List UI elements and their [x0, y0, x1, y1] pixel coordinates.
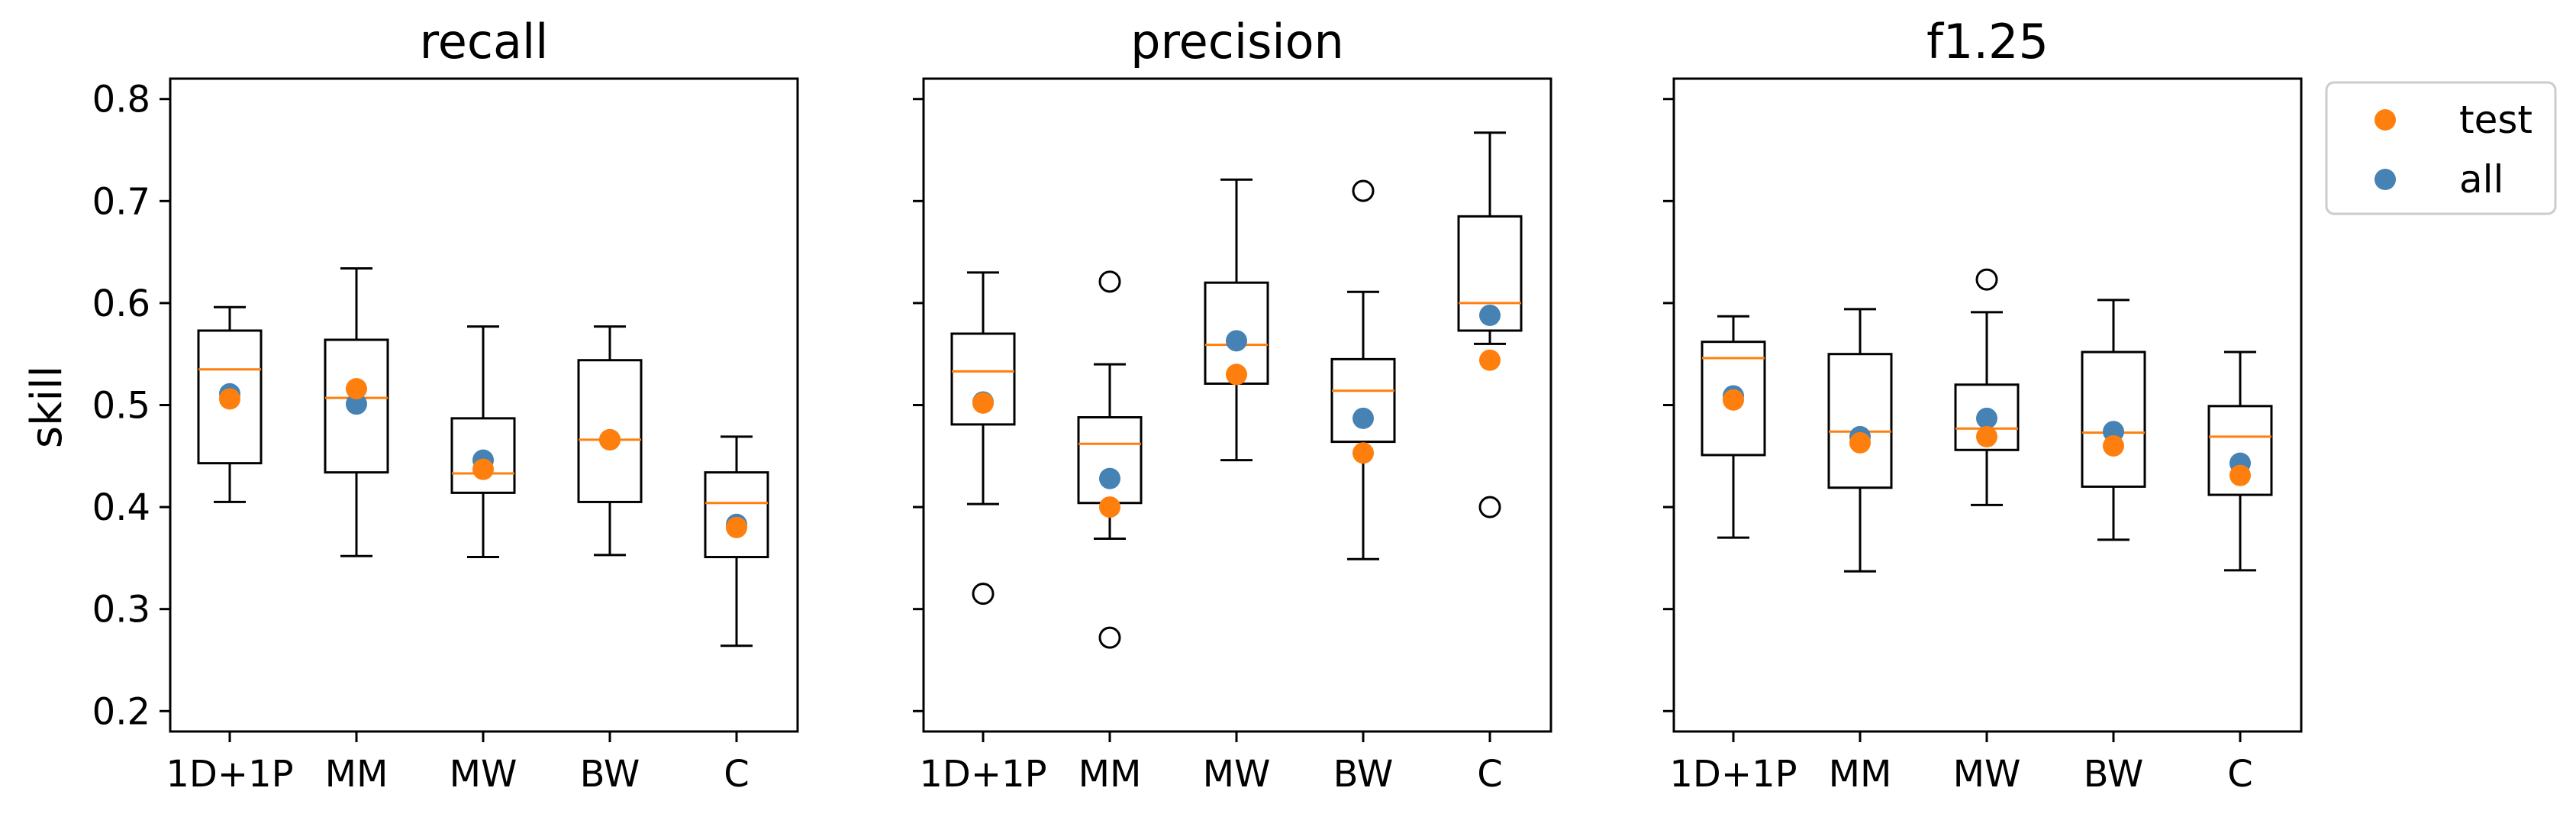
y-tick-label: 0.6 [92, 283, 150, 325]
box-BW [577, 325, 643, 557]
outlier-point [1098, 626, 1121, 649]
iqr-box [197, 329, 263, 465]
box-BW [1330, 179, 1396, 560]
box-MM [324, 266, 389, 557]
y-tick-label: 0.3 [92, 589, 150, 631]
iqr-box [1077, 416, 1143, 505]
test-point [1226, 363, 1247, 386]
test-point [972, 392, 994, 414]
all-point [1226, 330, 1247, 352]
outlier-point [972, 583, 995, 605]
iqr-box [2207, 405, 2273, 496]
box-C [1457, 131, 1523, 518]
outlier-point [1478, 496, 1501, 518]
box-BW [2081, 299, 2146, 541]
outlier-point [1975, 268, 1998, 291]
plot-frame [169, 77, 799, 733]
x-tick-label: MM [1078, 753, 1142, 796]
test-point [1723, 389, 1744, 411]
all-point [1099, 467, 1120, 489]
all-point [346, 393, 367, 415]
box-MW [1954, 268, 2020, 506]
y-tick-label: 0.5 [92, 385, 150, 428]
plot-frame [922, 77, 1552, 733]
x-tick-label: 1D+1P [919, 753, 1046, 796]
legend-marker-all [2374, 169, 2396, 190]
x-tick-label: BW [2084, 753, 2144, 796]
box-MW [1204, 178, 1269, 462]
iqr-box [704, 471, 769, 559]
iqr-box [577, 359, 643, 503]
x-tick-label: MM [1829, 753, 1892, 796]
test-point [2229, 464, 2251, 486]
iqr-box [324, 338, 389, 474]
y-tick-label: 0.2 [92, 690, 150, 733]
all-point [1352, 407, 1374, 429]
test-point [472, 458, 494, 480]
iqr-box [1701, 341, 1766, 457]
box-1D+1P [950, 271, 1016, 605]
outlier-point [1352, 179, 1375, 202]
all-point [1479, 304, 1501, 326]
y-tick-label: 0.4 [92, 486, 150, 529]
test-point [1479, 349, 1501, 371]
box-C [2207, 350, 2273, 572]
y-tick-label: 0.7 [92, 180, 150, 223]
box-MW [450, 325, 516, 559]
legend-label-test: test [2459, 98, 2532, 142]
x-tick-label: 1D+1P [1669, 753, 1797, 796]
legend-marker-test [2374, 109, 2396, 131]
y-tick-label: 0.8 [92, 79, 150, 121]
test-point [219, 388, 240, 410]
test-point [1976, 425, 1997, 447]
test-point [1099, 496, 1120, 518]
x-tick-label: MW [1953, 753, 2021, 796]
x-tick-label: MM [325, 753, 388, 796]
test-point [599, 428, 621, 450]
x-tick-label: C [1477, 753, 1503, 796]
box-MM [1077, 270, 1143, 649]
test-point [1849, 431, 1871, 454]
x-tick-label: MW [1203, 753, 1271, 796]
x-tick-label: MW [450, 753, 517, 796]
panel-title: f1.25 [1926, 14, 2049, 69]
plot-frame [1672, 77, 2303, 733]
test-point [2103, 434, 2124, 457]
iqr-box [1954, 383, 2020, 451]
legend: test all [2325, 81, 2557, 215]
iqr-box [450, 417, 516, 494]
x-tick-label: C [2227, 753, 2253, 796]
panel-title: precision [1130, 14, 1344, 69]
test-point [346, 378, 367, 400]
x-tick-label: BW [1333, 753, 1394, 796]
panel-title: recall [420, 14, 549, 69]
box-MM [1827, 308, 1893, 573]
y-axis-label: skill [22, 366, 72, 448]
box-1D+1P [1701, 315, 1766, 539]
panel-recall: recall 0.2 0.3 0.4 0.5 0.6 0.7 0.8 1D+1P MM MW BW C [92, 14, 799, 796]
x-tick-label: C [724, 753, 750, 796]
iqr-box [950, 332, 1016, 426]
iqr-box [1827, 353, 1893, 489]
box-C [704, 435, 769, 647]
panel-precision: precision 1D+1P MM MW BW C [913, 14, 1552, 796]
iqr-box [2081, 350, 2146, 488]
legend-label-all: all [2459, 157, 2503, 202]
panel-f1.25: f1.25 1D+1P MM MW BW C [1663, 14, 2303, 796]
test-point [1352, 442, 1374, 464]
panels-layer: recall 0.2 0.3 0.4 0.5 0.6 0.7 0.8 1D+1P MM MW BW Cp… [92, 14, 2303, 796]
test-point [726, 516, 747, 538]
all-point [1976, 407, 1997, 429]
iqr-box [1330, 357, 1396, 444]
x-tick-label: 1D+1P [166, 753, 293, 796]
outlier-point [1098, 270, 1121, 293]
box-1D+1P [197, 305, 263, 503]
x-tick-label: BW [580, 753, 640, 796]
iqr-box [1457, 215, 1523, 332]
